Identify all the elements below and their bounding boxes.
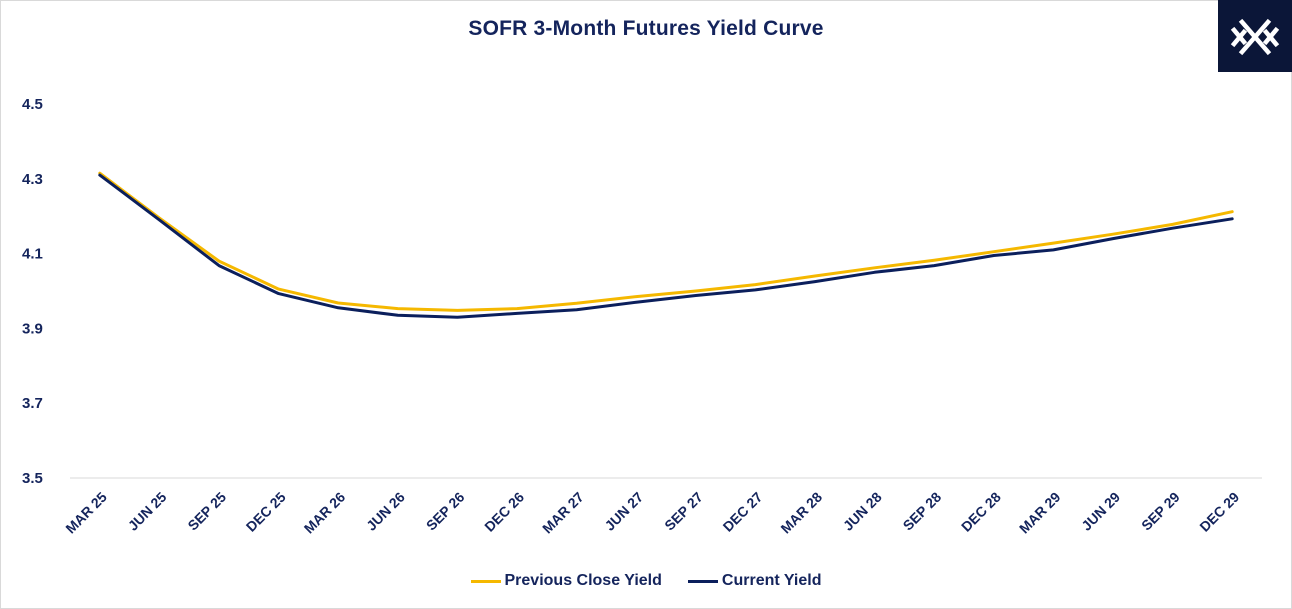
- legend-swatch: [687, 579, 718, 583]
- chart-title: SOFR 3-Month Futures Yield Curve: [468, 17, 824, 40]
- series-line-current-yield: [98, 173, 1234, 319]
- x-tick-label: JUN 27: [601, 489, 646, 534]
- x-tick-label: SEP 29: [1138, 489, 1183, 534]
- legend-item: Previous Close Yield: [470, 572, 662, 590]
- y-tick-label: 3.9: [22, 320, 43, 337]
- x-tick-label: DEC 29: [1196, 489, 1242, 535]
- x-tick-label: DEC 25: [243, 489, 289, 535]
- y-tick-label: 4.1: [22, 246, 43, 263]
- x-tick-label: SEP 27: [661, 489, 706, 534]
- legend-label: Previous Close Yield: [504, 572, 662, 589]
- legend-item: Current Yield: [687, 572, 822, 590]
- y-tick-label: 3.7: [22, 395, 43, 412]
- x-tick-label: DEC 26: [481, 489, 527, 535]
- x-tick-label: SEP 25: [184, 489, 229, 534]
- x-tick-label: JUN 29: [1078, 489, 1123, 534]
- x-tick-label: MAR 26: [301, 489, 349, 537]
- legend-swatch: [470, 579, 501, 583]
- brand-logo: [1218, 0, 1292, 72]
- series-line-previous-close-yield: [98, 171, 1234, 312]
- x-tick-label: JUN 28: [840, 489, 885, 534]
- legend-label: Current Yield: [721, 572, 822, 589]
- x-tick-label: DEC 27: [720, 489, 766, 535]
- x-tick-label: MAR 29: [1016, 489, 1064, 537]
- y-tick-label: 3.5: [22, 470, 43, 487]
- x-tick-label: MAR 25: [62, 489, 110, 537]
- x-tick-label: SEP 28: [900, 489, 945, 534]
- x-logo-icon: [1230, 18, 1280, 56]
- y-tick-label: 4.5: [22, 96, 43, 113]
- x-tick-label: JUN 26: [363, 489, 408, 534]
- y-tick-label: 4.3: [22, 171, 43, 188]
- x-tick-label: JUN 25: [125, 489, 170, 534]
- x-tick-label: MAR 27: [539, 489, 587, 537]
- x-tick-label: DEC 28: [958, 489, 1004, 535]
- legend: Previous Close Yield Current Yield: [0, 572, 1292, 590]
- x-tick-label: MAR 28: [777, 489, 825, 537]
- x-tick-label: SEP 26: [423, 489, 468, 534]
